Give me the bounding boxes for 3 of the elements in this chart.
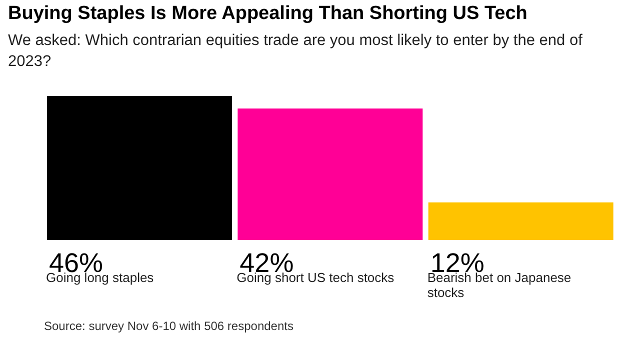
source-note: Source: survey Nov 6-10 with 506 respondents	[44, 319, 294, 333]
chart-title: Buying Staples Is More Appealing Than Shorting US Tech	[8, 3, 528, 25]
chart-subtitle: We asked: Which contrarian equities trade are you most likely to enter by the end of 2023?	[8, 31, 584, 72]
